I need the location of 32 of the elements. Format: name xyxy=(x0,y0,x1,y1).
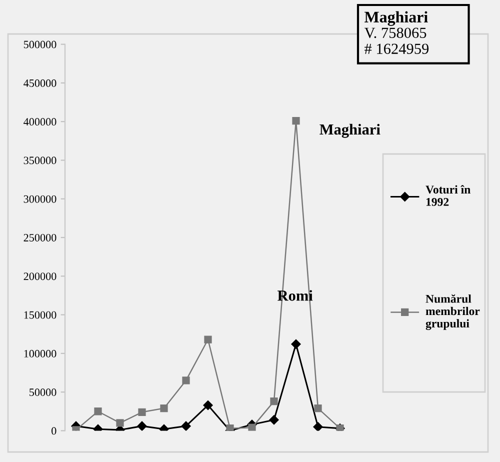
y-tick-label: 150000 xyxy=(24,311,56,319)
y-tick-label: 450000 xyxy=(24,79,56,87)
y-tick-label: 300000 xyxy=(24,195,56,203)
annotation: Maghiari xyxy=(320,124,380,138)
point xyxy=(269,415,279,425)
y-tick-label: 500000 xyxy=(24,40,56,48)
point xyxy=(291,339,301,350)
point xyxy=(182,376,190,384)
y-tick-label: 50000 xyxy=(30,388,56,396)
point xyxy=(160,404,168,412)
point xyxy=(116,419,124,427)
point xyxy=(94,408,102,416)
point xyxy=(248,424,256,431)
point xyxy=(138,408,146,416)
y-tick-label: 100000 xyxy=(24,350,56,358)
legend-label: Numărul membrilor grupului xyxy=(426,294,480,330)
point xyxy=(181,421,191,431)
point xyxy=(203,400,213,410)
annotation: Romi xyxy=(278,290,313,301)
point xyxy=(314,404,322,412)
y-tick-label: 400000 xyxy=(24,118,56,126)
y-tick-label: 200000 xyxy=(24,272,56,280)
annotation: Maghiari V. 758065 # 1624959 xyxy=(364,11,429,54)
legend-label: Voturi în 1992 xyxy=(426,185,470,206)
point xyxy=(204,336,212,344)
y-tick-label: 0 xyxy=(52,427,56,435)
point xyxy=(292,116,300,125)
point xyxy=(270,398,278,406)
point xyxy=(313,422,323,431)
y-tick-label: 350000 xyxy=(24,156,56,164)
y-tick-label: 250000 xyxy=(24,234,56,242)
point xyxy=(137,421,147,431)
